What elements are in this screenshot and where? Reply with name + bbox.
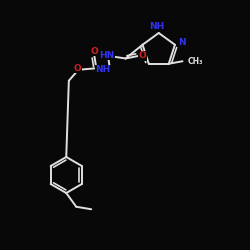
Text: HN: HN — [100, 51, 115, 60]
Text: O: O — [74, 64, 81, 73]
Text: O: O — [139, 52, 146, 60]
Text: N: N — [178, 38, 186, 47]
Text: O: O — [90, 47, 98, 56]
Text: NH: NH — [148, 22, 164, 31]
Text: NH: NH — [96, 66, 111, 74]
Text: CH₃: CH₃ — [188, 57, 204, 66]
